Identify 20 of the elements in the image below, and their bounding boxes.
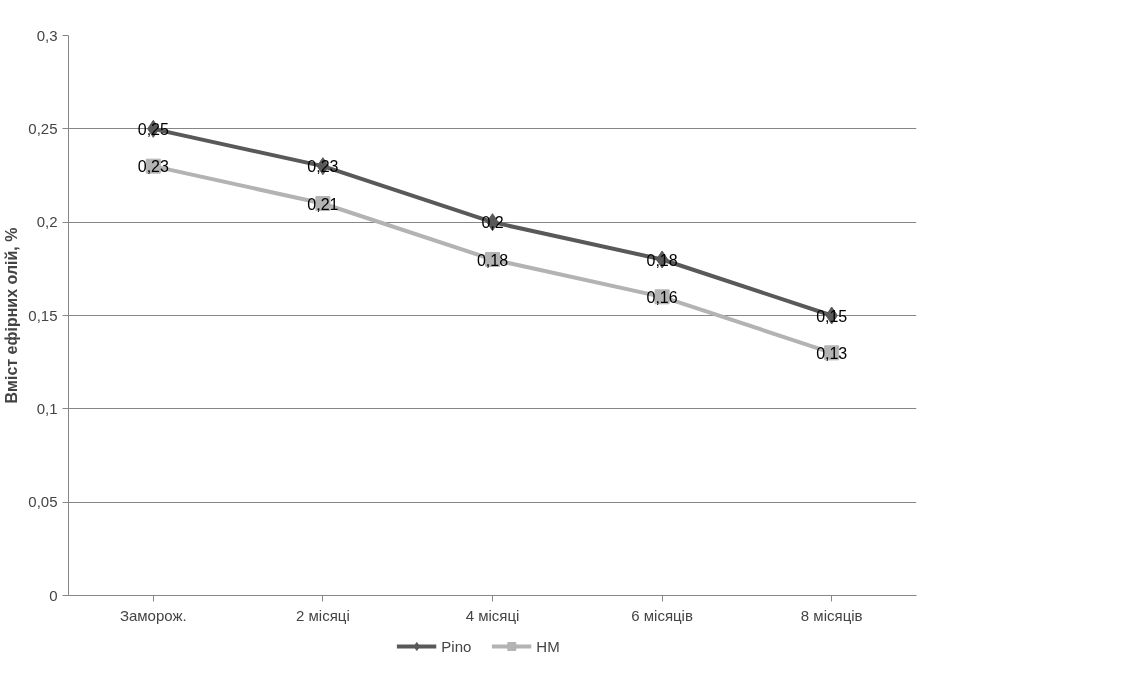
legend-label: HM [536,637,560,655]
y-tick-label: 0,05 [28,493,58,511]
x-tick-label: Заморож. [119,606,187,624]
x-tick-label: 8 місяців [800,606,863,624]
y-tick-label: 0,15 [28,306,58,324]
y-tick-label: 0,3 [36,26,58,44]
y-tick-label: 0,25 [28,119,58,137]
x-tick-label: 6 місяців [631,606,693,624]
data-label: 0,21 [307,195,339,213]
legend-label: Pino [441,637,472,655]
y-tick-label: 0 [49,586,58,604]
data-label: 0,13 [816,344,848,362]
x-tick-label: 2 місяці [296,606,350,624]
y-axis-title: Вміст ефірних олій, % [3,227,21,404]
data-label: 0,23 [137,158,169,176]
y-tick-label: 0,2 [36,213,58,231]
data-label: 0,18 [476,251,509,269]
y-tick-label: 0,1 [36,399,58,417]
data-label: 0,16 [646,288,678,306]
x-tick-label: 4 місяці [465,606,520,624]
